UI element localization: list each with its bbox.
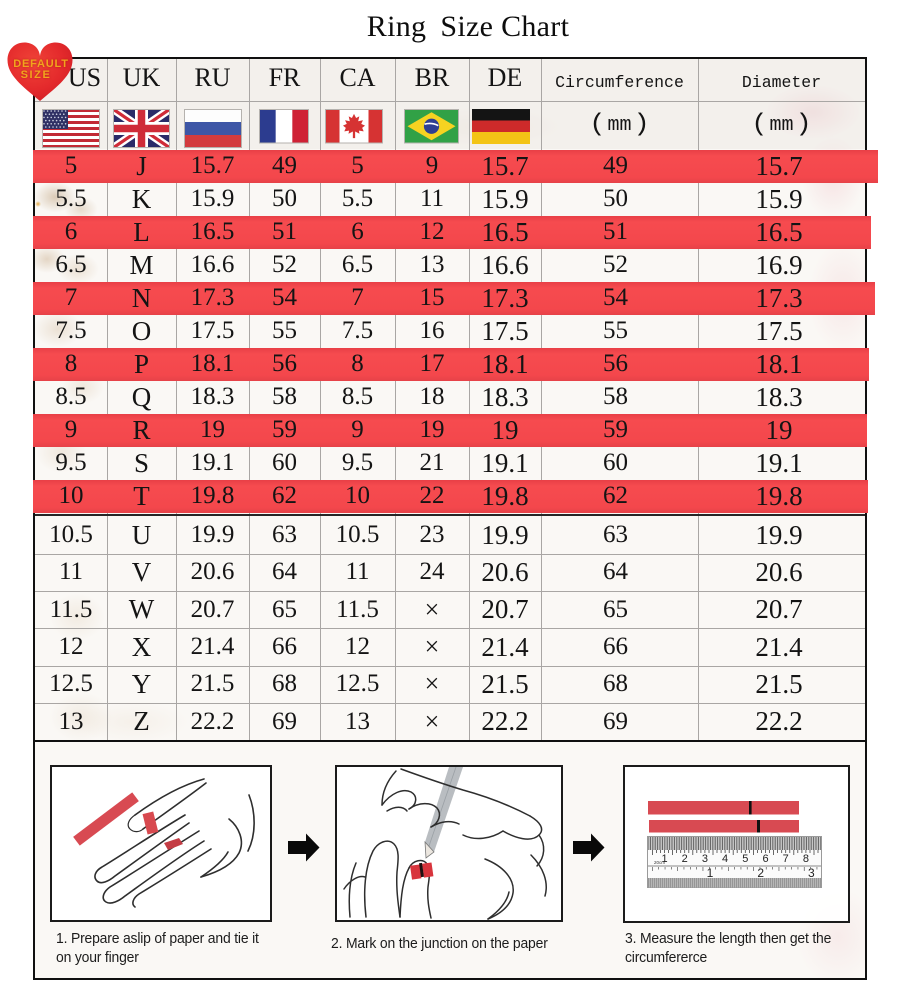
svg-text:6: 6 xyxy=(762,853,768,865)
svg-text:5: 5 xyxy=(742,853,748,865)
svg-text:3: 3 xyxy=(808,866,815,880)
svg-text:4: 4 xyxy=(722,853,728,865)
svg-text:7: 7 xyxy=(783,853,789,865)
svg-text:8: 8 xyxy=(803,853,809,865)
svg-text:20cm: 20cm xyxy=(654,860,665,865)
svg-text:2: 2 xyxy=(682,853,688,865)
svg-text:1: 1 xyxy=(661,853,667,865)
svg-text:3: 3 xyxy=(702,853,708,865)
svg-text:2: 2 xyxy=(757,866,764,880)
svg-text:1: 1 xyxy=(707,866,714,880)
